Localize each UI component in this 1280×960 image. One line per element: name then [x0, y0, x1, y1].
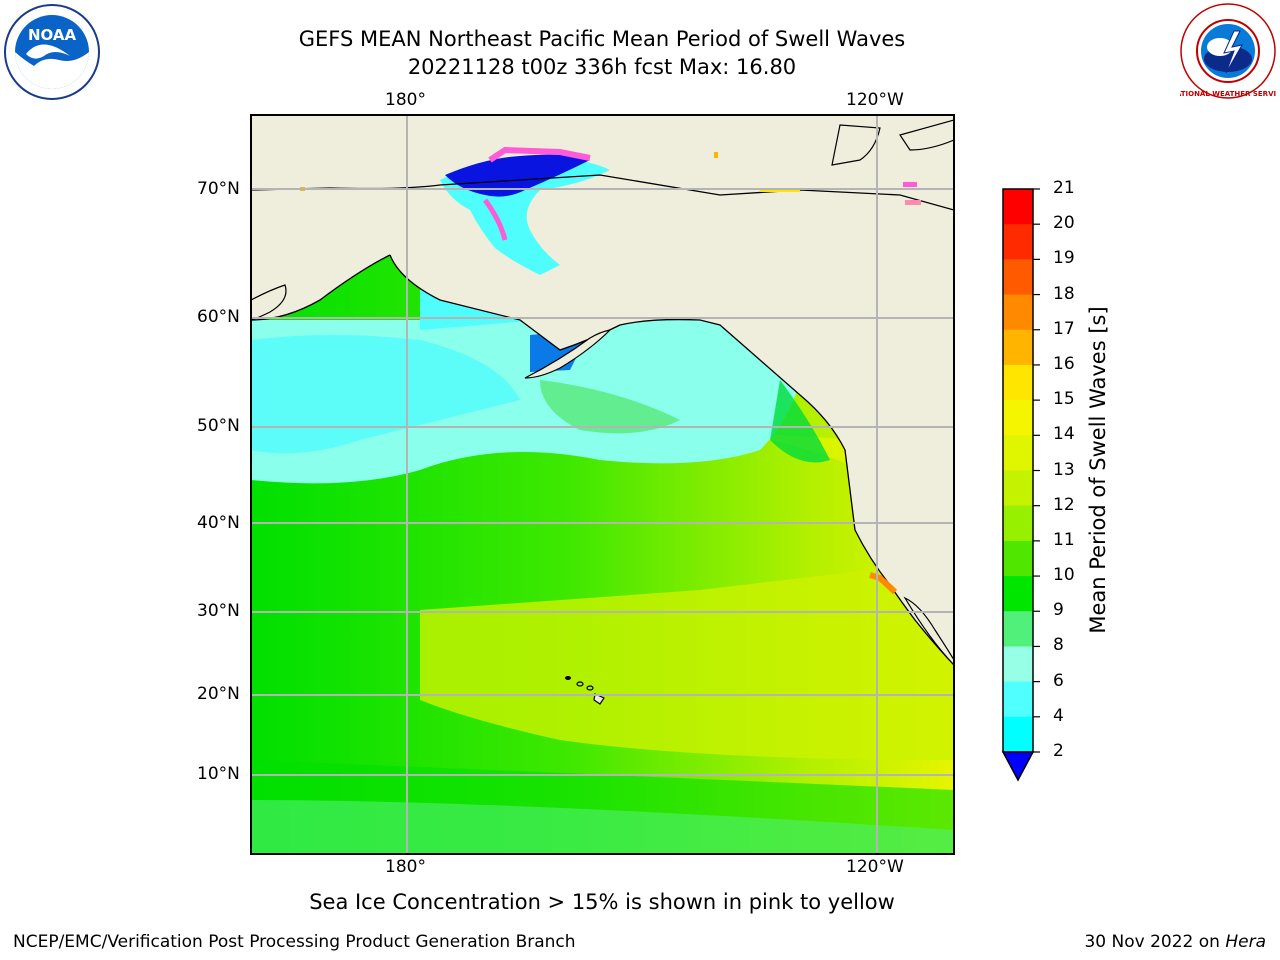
- lat-label-60n: 60°N: [197, 307, 240, 327]
- svg-text:NATIONAL WEATHER SERVICE: NATIONAL WEATHER SERVICE: [1180, 90, 1276, 98]
- colorbar-tick-label: 18: [1053, 283, 1075, 304]
- colorbar-segment: [1003, 364, 1033, 401]
- colorbar-segment: [1003, 646, 1033, 683]
- lat-label-20n: 20°N: [197, 684, 240, 704]
- colorbar-tick-label: 9: [1053, 600, 1064, 621]
- colorbar-segment: [1003, 716, 1033, 753]
- chart-subtitle: 20221128 t00z 336h fcst Max: 16.80: [407, 55, 797, 79]
- nws-logo: NATIONAL WEATHER SERVICE: [1170, 3, 1280, 99]
- colorbar-label: Mean Period of Swell Waves [s]: [1086, 306, 1110, 634]
- colorbar-segment: [1003, 505, 1033, 542]
- colorbar-tick-label: 15: [1053, 389, 1075, 410]
- colorbar-tick-label: 20: [1053, 213, 1075, 234]
- colorbar-tick-label: 6: [1053, 670, 1064, 691]
- map-gridlines: [251, 115, 954, 854]
- lat-label-30n: 30°N: [197, 601, 240, 621]
- svg-text:NOAA: NOAA: [28, 26, 77, 44]
- colorbar-tick-label: 8: [1053, 635, 1064, 656]
- colorbar-tick-label: 17: [1053, 318, 1075, 339]
- colorbar-tick-label: 13: [1053, 459, 1075, 480]
- lat-label-50n: 50°N: [197, 416, 240, 436]
- colorbar-segment: [1003, 435, 1033, 471]
- colorbar-segment: [1003, 259, 1033, 296]
- colorbar-tick-label: 4: [1053, 705, 1064, 726]
- footer-date-text: 30 Nov 2022 on: [1084, 932, 1226, 952]
- footer-branch: NCEP/EMC/Verification Post Processing Pr…: [13, 932, 576, 952]
- lat-label-70n: 70°N: [197, 179, 240, 199]
- colorbar-extend-triangle: [1001, 751, 1035, 782]
- noaa-logo: NOAA: [4, 4, 100, 100]
- colorbar-segment: [1003, 189, 1033, 225]
- footer-machine: Hera: [1225, 932, 1266, 952]
- footer-date: 30 Nov 2022 on Hera: [1084, 932, 1266, 952]
- bottom-lon-label-120w: 120°W: [846, 857, 904, 877]
- colorbar-segment: [1003, 329, 1033, 366]
- colorbar-tick-label: 12: [1053, 494, 1075, 515]
- bottom-lon-label-180: 180°: [385, 857, 426, 877]
- lat-label-10n: 10°N: [197, 764, 240, 784]
- sea-ice-note: Sea Ice Concentration > 15% is shown in …: [309, 890, 895, 914]
- colorbar-segment: [1003, 576, 1033, 612]
- top-lon-label-180: 180°: [385, 90, 426, 110]
- chart-title: GEFS MEAN Northeast Pacific Mean Period …: [298, 27, 906, 51]
- map-field: [251, 115, 954, 854]
- colorbar-segment: [1003, 681, 1033, 718]
- colorbar: [1003, 188, 1040, 753]
- colorbar-tick-label: 2: [1053, 741, 1064, 761]
- top-lon-label-120w: 120°W: [846, 90, 904, 110]
- colorbar-tick-label: 14: [1053, 424, 1075, 445]
- colorbar-tick-label: 11: [1053, 529, 1075, 550]
- colorbar-tick-label: 10: [1053, 565, 1075, 586]
- lat-label-40n: 40°N: [197, 513, 240, 533]
- colorbar-tick-label: 19: [1053, 248, 1075, 269]
- colorbar-segment: [1003, 470, 1033, 507]
- colorbar-segment: [1003, 400, 1033, 436]
- map-frame: [250, 114, 955, 855]
- colorbar-tick-label: 16: [1053, 353, 1075, 374]
- colorbar-segment: [1003, 224, 1033, 260]
- colorbar-segment: [1003, 540, 1033, 577]
- colorbar-segment: [1003, 611, 1033, 647]
- colorbar-tick-label: 21: [1053, 178, 1075, 198]
- colorbar-segment: [1003, 294, 1033, 331]
